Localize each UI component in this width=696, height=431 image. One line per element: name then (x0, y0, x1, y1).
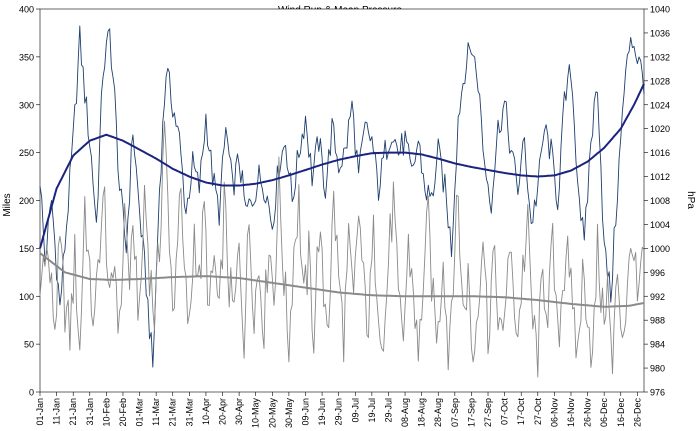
x-tick-label: 07-Sep (450, 398, 460, 427)
x-tick-label: 10-Feb (101, 398, 111, 427)
right-tick-label: 1028 (650, 76, 670, 86)
right-tick-label: 1032 (650, 52, 670, 62)
right-tick-label: 1024 (650, 100, 670, 110)
x-tick-label: 01-Mar (135, 398, 145, 427)
series-line-air-pressure (39, 25, 645, 368)
left-tick-label: 350 (19, 52, 34, 62)
x-tick-label: 20-May (267, 398, 277, 429)
right-tick-label: 980 (650, 364, 665, 374)
right-tick-label: 976 (650, 388, 665, 398)
x-tick-label: 19-Jun (317, 398, 327, 426)
x-tick-label: 06-Dec (599, 398, 609, 428)
x-tick-label: 29-Jun (334, 398, 344, 426)
x-tick-label: 11-Jan (52, 398, 62, 425)
series-line-wind-run (39, 120, 645, 378)
x-tick-label: 17-Sep (466, 398, 476, 427)
right-tick-label: 988 (650, 316, 665, 326)
right-tick-label: 984 (650, 340, 665, 350)
x-tick-label: 08-Aug (400, 398, 410, 427)
right-axis: 976 980 984 988 992 996 1000 1004 1008 1012 1016 10… (644, 5, 670, 398)
left-tick-label: 300 (19, 100, 34, 110)
x-tick-label: 28-Aug (433, 398, 443, 427)
x-tick-label: 30-Apr (234, 398, 244, 425)
x-tick-label: 09-Jul (350, 398, 360, 423)
x-tick-label: 31-Jan (85, 398, 95, 426)
right-tick-label: 992 (650, 292, 665, 302)
x-axis: 01-Jan 11-Jan 21-Jan 31-Jan 10-Feb 20-Feb 01-M… (35, 392, 642, 428)
x-tick-label: 06-Nov (549, 398, 559, 428)
right-axis-label: hPa (685, 191, 696, 209)
left-axis-label: Miles (2, 193, 13, 216)
x-tick-label: 11-Mar (151, 398, 161, 426)
x-tick-label: 10-May (251, 398, 261, 429)
x-tick-label: 26-Nov (583, 398, 593, 428)
right-tick-label: 1036 (650, 28, 670, 38)
right-tick-label: 1012 (650, 172, 670, 182)
x-tick-label: 16-Dec (616, 398, 626, 428)
x-tick-label: 31-Mar (184, 398, 194, 427)
left-tick-label: 400 (19, 5, 34, 15)
x-tick-label: 26-Dec (632, 398, 642, 428)
right-tick-label: 996 (650, 268, 665, 278)
left-tick-label: 100 (19, 292, 34, 302)
x-tick-label: 07-Oct (500, 398, 510, 426)
x-tick-label: 09-Jun (300, 398, 310, 426)
plot-area (39, 8, 645, 393)
x-tick-label: 16-Nov (566, 398, 576, 428)
x-tick-label: 30-May (284, 398, 294, 429)
x-tick-label: 01-Jan (35, 398, 45, 426)
right-tick-label: 1004 (650, 220, 670, 230)
left-tick-label: 150 (19, 244, 34, 254)
left-axis: 0 50 100 150 200 250 300 350 400 (19, 5, 40, 398)
x-tick-label: 27-Oct (533, 398, 543, 426)
right-tick-label: 1040 (650, 5, 670, 15)
x-tick-label: 19-Jul (367, 398, 377, 423)
series-line-poly-wind-run (39, 252, 645, 308)
right-tick-label: 1000 (650, 244, 670, 254)
x-tick-label: 21-Mar (168, 398, 178, 427)
right-tick-label: 1020 (650, 124, 670, 134)
x-tick-label: 20-Feb (118, 398, 128, 427)
left-tick-label: 50 (24, 340, 34, 350)
series-line-poly-air-pressure (39, 83, 645, 249)
left-tick-label: 250 (19, 148, 34, 158)
x-tick-label: 27-Sep (483, 398, 493, 427)
left-tick-label: 200 (19, 196, 34, 206)
x-tick-label: 17-Oct (516, 398, 526, 426)
right-tick-label: 1016 (650, 148, 670, 158)
x-tick-label: 21-Jan (68, 398, 78, 426)
x-tick-label: 18-Aug (417, 398, 427, 427)
x-tick-label: 29-Jul (383, 398, 393, 423)
x-tick-label: 10-Apr (201, 398, 211, 425)
right-tick-label: 1008 (650, 196, 670, 206)
x-tick-label: 20-Apr (218, 398, 228, 425)
series-layer (39, 25, 645, 378)
left-tick-label: 0 (29, 388, 34, 398)
